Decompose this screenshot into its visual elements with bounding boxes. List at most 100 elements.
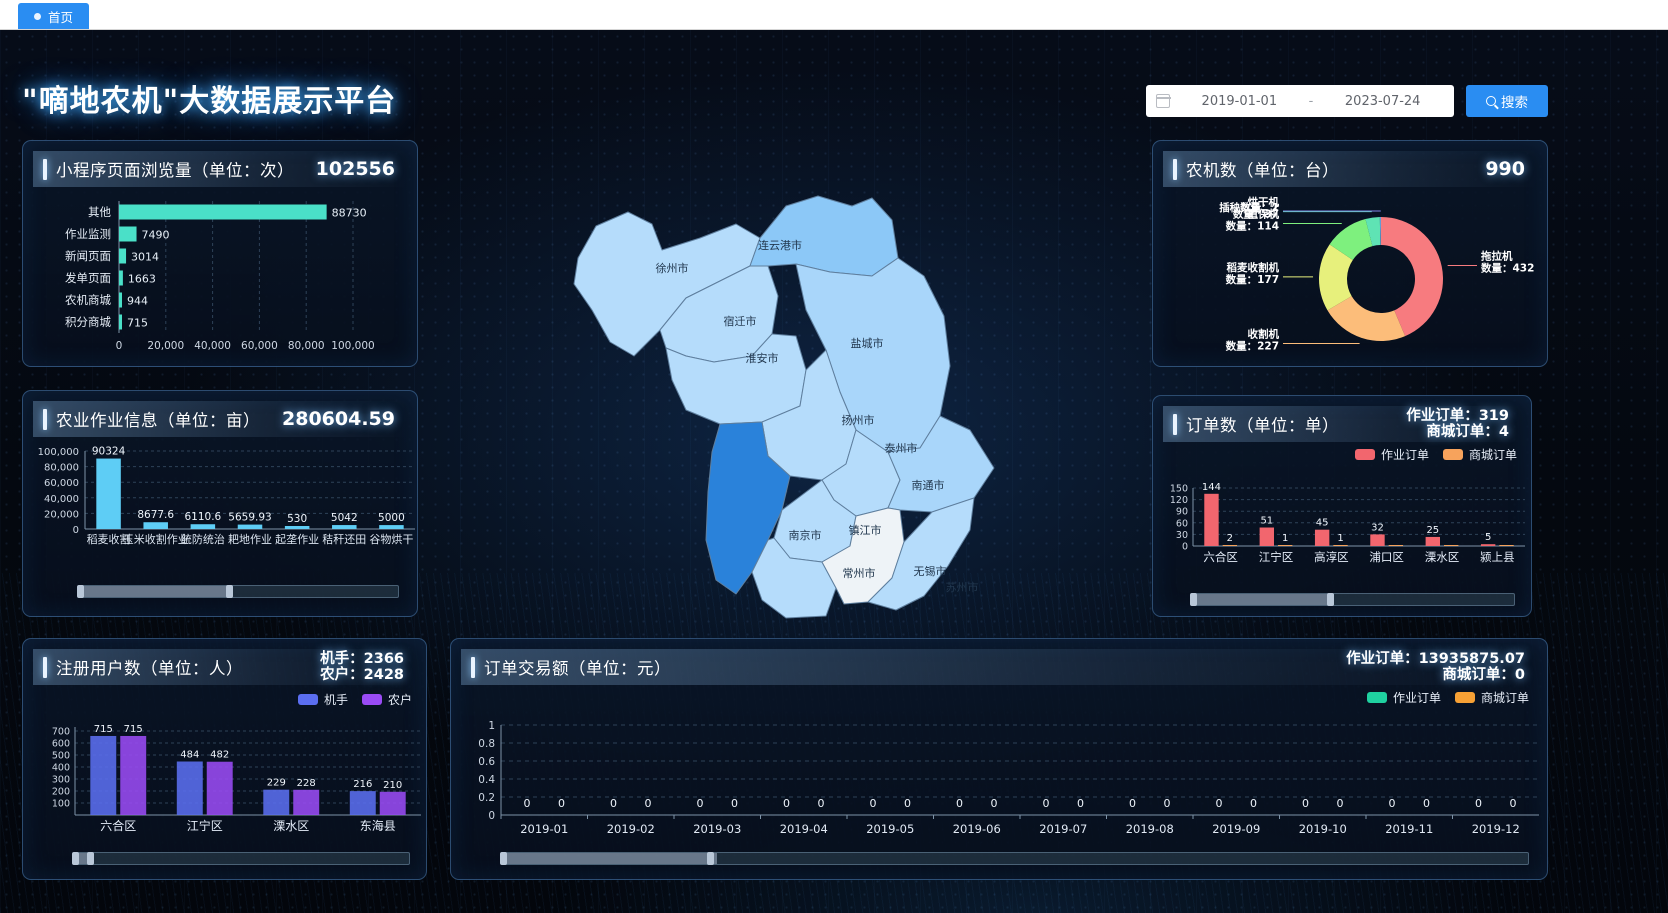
bar[interactable]: [332, 525, 357, 529]
bar[interactable]: [1222, 545, 1238, 546]
datazoom-handle-left[interactable]: [77, 585, 84, 598]
bar[interactable]: [284, 526, 310, 529]
bar-value-label: 0: [610, 797, 617, 810]
datazoom-handle-right[interactable]: [707, 852, 715, 865]
bar[interactable]: [206, 761, 233, 815]
bar[interactable]: [349, 791, 376, 815]
category-label: 2019-02: [607, 822, 655, 836]
bar[interactable]: [1444, 545, 1459, 546]
bar[interactable]: [119, 226, 137, 242]
legend-item-work-order[interactable]: 作业订单: [1366, 689, 1441, 706]
bar[interactable]: [1333, 545, 1348, 546]
bar[interactable]: [120, 735, 147, 815]
x-tick-label: 0: [116, 340, 123, 352]
datazoom-handle-right[interactable]: [1327, 593, 1335, 606]
bar[interactable]: [190, 524, 216, 529]
bar[interactable]: [237, 524, 263, 529]
bar[interactable]: [119, 270, 123, 286]
bar[interactable]: [90, 735, 117, 815]
date-start-input[interactable]: 2019-01-01: [1201, 93, 1278, 109]
bar[interactable]: [379, 525, 404, 529]
bar[interactable]: [1425, 536, 1440, 546]
orders-datazoom-scrollbar[interactable]: [1190, 593, 1515, 606]
pie-slice[interactable]: [1379, 217, 1381, 246]
panel-work-info: 农业作业信息（单位：亩） 280604.59 100,000 80,000 60,0…: [22, 390, 418, 617]
date-end-input[interactable]: 2023-07-24: [1344, 93, 1421, 109]
work-datazoom-scrollbar[interactable]: [77, 585, 399, 598]
y-tick-label: 600: [52, 739, 70, 750]
legend-item-mall-order[interactable]: 商城订单: [1454, 689, 1529, 706]
panel-title: 订单数（单位：单）: [1186, 416, 1339, 435]
trade-legend[interactable]: 作业订单 商城订单: [1366, 689, 1529, 706]
bar[interactable]: [263, 789, 290, 815]
map-region-wuxi[interactable]: [821, 507, 905, 605]
legend-label: 商城订单: [1480, 691, 1529, 705]
bar[interactable]: [379, 791, 406, 815]
datazoom-handle-right[interactable]: [225, 585, 233, 598]
category-label: 积分商城: [65, 315, 111, 329]
orders-legend[interactable]: 作业订单 商城订单: [1354, 446, 1517, 463]
bar[interactable]: [143, 522, 168, 529]
y-tick-label: 0: [73, 525, 79, 536]
bar[interactable]: [119, 248, 127, 264]
panel-total-value: 990: [1485, 158, 1525, 180]
datazoom-fill[interactable]: [74, 853, 91, 864]
datazoom-fill[interactable]: [1192, 594, 1334, 605]
category-label: 颍上县: [1480, 550, 1515, 564]
legend-item-operator[interactable]: 机手: [297, 691, 348, 708]
orders-total-mall: 商城订单：4: [1426, 424, 1509, 440]
datazoom-handle-right[interactable]: [87, 852, 95, 865]
chart-page-views[interactable]: 0 20,000 40,000 60,000 80,000 100,000 其他 88730 作…: [23, 187, 419, 368]
bar[interactable]: [1314, 529, 1330, 546]
datazoom-handle-left[interactable]: [72, 852, 79, 865]
users-datazoom-scrollbar[interactable]: [72, 852, 410, 865]
panel-total-value: 机手：2366 农户：2428: [320, 649, 404, 685]
legend-item-farmer[interactable]: 农户: [361, 691, 412, 708]
map-region-suzhou[interactable]: [867, 497, 975, 611]
datazoom-fill[interactable]: [502, 853, 718, 864]
pie-slice[interactable]: [1319, 244, 1353, 311]
date-range-picker[interactable]: 2019-01-01 - 2023-07-24: [1146, 85, 1454, 117]
datazoom-fill[interactable]: [79, 586, 233, 597]
map-region-changzhou[interactable]: [751, 537, 837, 619]
map-region-lianyungang[interactable]: [749, 195, 899, 277]
trade-datazoom-scrollbar[interactable]: [500, 852, 1529, 865]
bar[interactable]: [96, 458, 121, 529]
chart-trade-amount[interactable]: 1 0.8 0.6 0.4 0.2 0 0 0 2019-01 0 0 2019-02 0 0 2019-0…: [451, 711, 1549, 851]
pie-slice[interactable]: [1381, 217, 1443, 337]
y-tick-label: 30: [1176, 530, 1188, 541]
chart-work-info[interactable]: 100,000 80,000 60,000 40,000 20,000 0 90324 稻麦收…: [23, 437, 419, 567]
legend-item-work-order[interactable]: 作业订单: [1354, 446, 1429, 463]
legend-item-mall-order[interactable]: 商城订单: [1442, 446, 1517, 463]
category-label: 浦口区: [1369, 550, 1404, 564]
bar[interactable]: [119, 292, 122, 308]
bar[interactable]: [176, 761, 203, 815]
pie-slice-label: 数量：177: [1225, 273, 1279, 286]
datazoom-handle-left[interactable]: [500, 852, 507, 865]
bar[interactable]: [1480, 544, 1496, 546]
bar[interactable]: [1499, 545, 1514, 546]
datazoom-handle-left[interactable]: [1190, 593, 1197, 606]
bar-value-label: 88730: [332, 207, 367, 220]
legend-label: 农户: [387, 693, 412, 707]
bar[interactable]: [119, 204, 327, 220]
pie-slice[interactable]: [1329, 218, 1373, 260]
pie-slice[interactable]: [1365, 217, 1381, 247]
bar[interactable]: [1388, 545, 1404, 546]
users-legend[interactable]: 机手 农户: [297, 691, 412, 708]
bar[interactable]: [1370, 534, 1385, 546]
bar[interactable]: [1278, 545, 1293, 546]
browser-tab-home[interactable]: 首页: [18, 3, 90, 29]
map-region-label: 扬州市: [842, 413, 875, 427]
bar[interactable]: [1204, 493, 1219, 546]
bar[interactable]: [1259, 527, 1274, 546]
pie-slice[interactable]: [1327, 296, 1406, 341]
bar[interactable]: [293, 789, 320, 815]
search-button[interactable]: 搜索: [1466, 85, 1548, 117]
bar[interactable]: [119, 314, 122, 330]
category-label: 六合区: [1203, 550, 1238, 564]
